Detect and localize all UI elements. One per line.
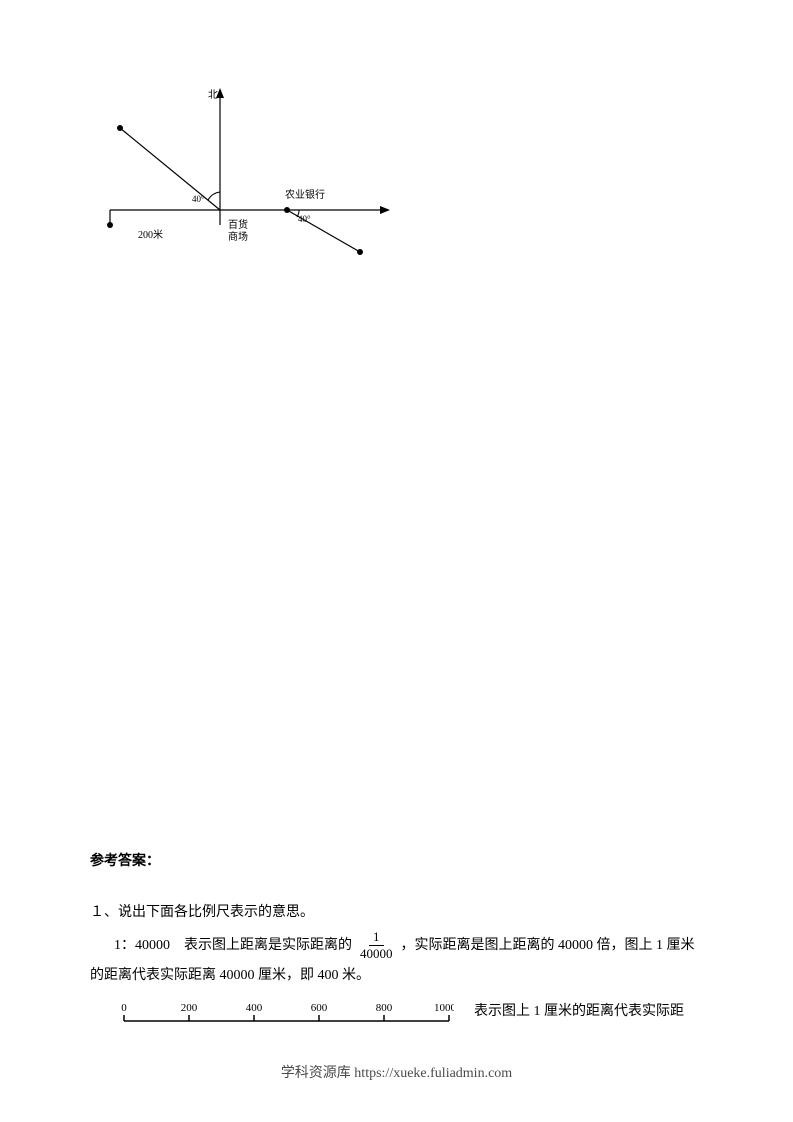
scale-label-2: 400 [246, 1002, 263, 1014]
arc-nw [208, 192, 220, 200]
answer-title: 参考答案： [90, 850, 703, 870]
nw-line [120, 128, 220, 210]
scale-bar-row: 0 200 400 600 800 1000km 表示图上 1 厘米的距离代表实… [114, 997, 703, 1027]
point-se [357, 249, 363, 255]
scale-text-after: 表示图上 1 厘米的距离代表实际距 [474, 999, 684, 1024]
q1-after-fraction: ，实际距离是图上距离的 40000 倍，图上 1 厘米 [401, 933, 695, 958]
q1-ratio: 1：40000 [114, 933, 170, 958]
distance-label: 200米 [138, 228, 163, 241]
direction-diagram: 北 200米 40° 40° 农业银行 百货 商场 [100, 80, 400, 280]
angle-nw-label: 40° [192, 194, 205, 204]
q1-line3: 的距离代表实际距离 40000 厘米，即 400 米。 [90, 963, 703, 988]
scale-bar-svg: 0 200 400 600 800 1000km [114, 997, 454, 1027]
fraction: 1 40000 [356, 929, 397, 961]
x-axis-arrow [380, 206, 390, 214]
diagram-svg: 北 200米 40° 40° 农业银行 百货 商场 [100, 80, 400, 280]
answer-section: 参考答案： １、说出下面各比例尺表示的意思。 1：40000 表示图上距离是实际… [90, 850, 703, 1027]
point-bank [284, 207, 290, 213]
q1-before-fraction: 表示图上距离是实际距离的 [184, 933, 352, 958]
fraction-denominator: 40000 [356, 946, 397, 962]
point-left [107, 222, 113, 228]
page-footer: 学科资源库 https://xueke.fuliadmin.com [0, 1062, 793, 1082]
bank-label: 农业银行 [285, 188, 325, 201]
scale-label-1: 200 [181, 1002, 198, 1014]
fraction-numerator: 1 [369, 929, 384, 946]
point-nw [117, 125, 123, 131]
scale-label-3: 600 [311, 1002, 328, 1014]
scale-label-5: 1000km [434, 1002, 454, 1014]
q1-line1: １、说出下面各比例尺表示的意思。 [90, 900, 703, 925]
center-label-2: 商场 [228, 230, 248, 243]
answer-q1: １、说出下面各比例尺表示的意思。 1：40000 表示图上距离是实际距离的 1 … [90, 900, 703, 1027]
center-label-1: 百货 [228, 218, 248, 231]
q1-line2: 1：40000 表示图上距离是实际距离的 1 40000 ，实际距离是图上距离的… [114, 929, 703, 961]
north-label: 北 [208, 89, 218, 101]
scale-label-0: 0 [121, 1002, 127, 1014]
scale-label-4: 800 [376, 1002, 393, 1014]
angle-se-label: 40° [298, 214, 311, 224]
